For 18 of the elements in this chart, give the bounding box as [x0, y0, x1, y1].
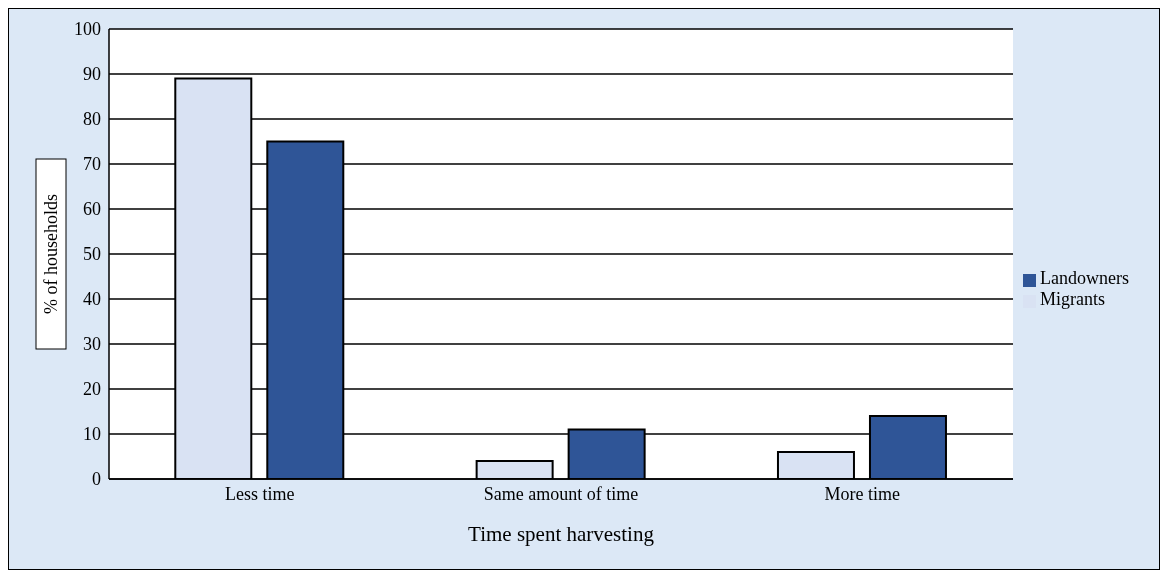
y-tick-label: 10 [83, 424, 101, 445]
x-tick-label: Less time [224, 483, 295, 504]
y-tick-label: 60 [83, 199, 101, 220]
y-tick-label: 20 [83, 379, 101, 400]
legend-label: Landowners [1040, 268, 1129, 288]
y-tick-label: 80 [83, 109, 101, 130]
y-tick-label: 100 [74, 19, 101, 40]
y-axis-title: % of households [41, 194, 61, 314]
y-tick-label: 40 [83, 289, 101, 310]
legend-label: Migrants [1040, 289, 1106, 309]
y-tick-label: 90 [83, 64, 101, 85]
y-tick-label: 50 [83, 244, 101, 265]
x-tick-label: Same amount of time [483, 483, 639, 504]
y-tick-label: 0 [92, 469, 101, 490]
x-tick-label: More time [824, 483, 901, 504]
y-tick-label: 30 [83, 334, 101, 355]
y-tick-label: 70 [83, 154, 101, 175]
x-axis-title: Time spent harvesting [468, 522, 655, 546]
